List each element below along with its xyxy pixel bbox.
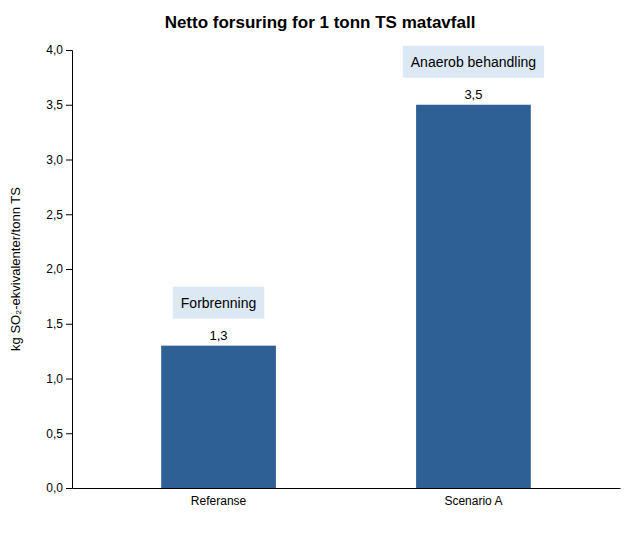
tick-label: 1,5 <box>46 317 63 331</box>
bar <box>161 346 276 488</box>
tick: 0,5 <box>46 427 72 441</box>
y-axis: 0,0 0,5 1,0 1,5 2,0 2,5 3,0 3,5 4,0 <box>46 43 72 495</box>
tick-label: Referanse <box>191 494 247 508</box>
tick: 1,5 <box>46 317 72 331</box>
tick-label: 4,0 <box>46 43 63 57</box>
tick-mark <box>66 160 72 161</box>
y-axis-title: kg SO₂-ekvivalenter/tonn TS <box>8 187 23 351</box>
tick-label: 3,0 <box>46 153 63 167</box>
annotation-box <box>403 46 544 78</box>
tick-label: 2,5 <box>46 208 63 222</box>
data-label: 1,3 <box>210 328 228 343</box>
axis-line <box>73 488 621 489</box>
bar <box>416 105 531 488</box>
tick: 0,0 <box>46 481 72 495</box>
tick-label: 0,0 <box>46 481 63 495</box>
tick-label: Scenario A <box>444 494 502 508</box>
chart: Netto forsuring for 1 tonn TS matavfall 0… <box>0 0 640 533</box>
tick-label: 2,0 <box>46 262 63 276</box>
tick-label: 3,5 <box>46 98 63 112</box>
annotation-text: Anaerob behandling <box>411 54 536 70</box>
title: Netto forsuring for 1 tonn TS matavfall <box>165 13 476 32</box>
tick: 2,0 <box>46 262 72 276</box>
tick: 2,5 <box>46 208 72 222</box>
tick-mark <box>66 105 72 106</box>
bars <box>161 105 531 488</box>
tick-label: 0,5 <box>46 427 63 441</box>
tick-mark <box>66 324 72 325</box>
annotation-text: Forbrenning <box>181 295 257 311</box>
tick: 4,0 <box>46 43 72 57</box>
tick-mark <box>66 379 72 380</box>
tick: Scenario A <box>444 494 502 508</box>
annotation-box <box>173 287 265 319</box>
data-label: 3,5 <box>464 87 482 102</box>
tick: Referanse <box>191 494 247 508</box>
annotation: Forbrenning <box>173 287 265 319</box>
x-axis: Referanse Scenario A <box>73 489 621 508</box>
axis-line <box>66 51 73 489</box>
annotations: Forbrenning Anaerob behandling <box>173 46 544 319</box>
tick-mark <box>66 269 72 270</box>
tick-mark <box>66 433 72 434</box>
tick-label: 1,0 <box>46 372 63 386</box>
tick: 1,0 <box>46 372 72 386</box>
tick: 3,5 <box>46 98 72 112</box>
tick: 3,0 <box>46 153 72 167</box>
annotation: Anaerob behandling <box>403 46 544 78</box>
plot: 0,0 0,5 1,0 1,5 2,0 2,5 3,0 3,5 4,0 Referanse Scen… <box>46 43 620 507</box>
tick-mark <box>66 214 72 215</box>
tick-mark <box>66 50 72 51</box>
tick-mark <box>66 488 72 489</box>
